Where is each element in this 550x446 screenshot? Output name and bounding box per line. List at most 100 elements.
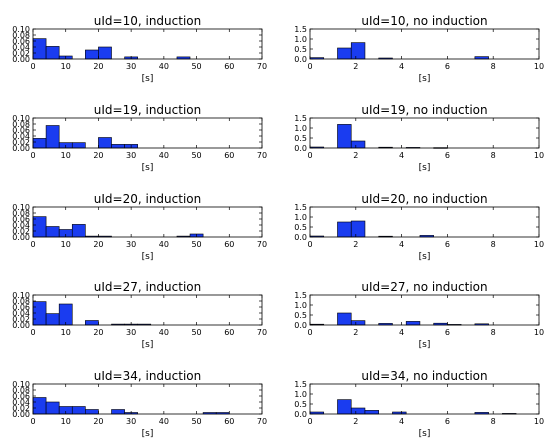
x-tick-label: 2 — [353, 62, 358, 71]
x-tick-label: 10 — [61, 240, 71, 249]
x-tick-label: 30 — [126, 240, 136, 249]
x-tick-label: 60 — [224, 62, 234, 71]
histogram-bar — [45, 313, 60, 326]
x-tick-label: 2 — [353, 151, 358, 160]
y-tick-label: 0.02 — [12, 227, 30, 236]
histogram-bar — [85, 49, 99, 60]
panel-title: uId=34, no induction — [361, 369, 487, 383]
x-axis-label: [s] — [419, 340, 431, 350]
y-tick-label: 1.5 — [294, 114, 307, 123]
y-tick-label: 0.5 — [294, 223, 307, 232]
x-axis-label: [s] — [419, 252, 431, 262]
y-tick-label: 0.5 — [294, 400, 307, 409]
panel-title: uId=10, no induction — [361, 14, 487, 28]
y-tick-label: 0.0 — [294, 55, 307, 64]
x-tick-label: 10 — [534, 240, 544, 249]
y-tick-label: 0.10 — [12, 203, 30, 212]
x-tick-label: 40 — [159, 328, 169, 337]
x-tick-label: 50 — [191, 417, 201, 426]
y-tick-label: 0.08 — [12, 297, 30, 306]
x-tick-label: 0 — [307, 151, 312, 160]
histogram-bar — [337, 47, 352, 60]
y-tick-label: 0.06 — [12, 126, 30, 135]
chart-panel: uId=20, induction 0 10 20 30 40 50 60 70 0.000.02… — [12, 192, 267, 262]
x-tick-label: 40 — [159, 62, 169, 71]
histogram-bar — [32, 216, 47, 238]
x-tick-label: 70 — [257, 240, 267, 249]
x-tick-label: 6 — [445, 151, 450, 160]
y-tick-label: 0.04 — [12, 43, 30, 52]
x-tick-label: 20 — [93, 62, 103, 71]
histogram-bar — [32, 38, 47, 60]
x-tick-label: 2 — [353, 417, 358, 426]
y-tick-label: 0.10 — [12, 25, 30, 34]
chart-panel: uId=10, induction 0 10 20 30 40 50 60 70 0.000.02… — [12, 14, 267, 84]
y-tick-label: 0.00 — [12, 321, 30, 330]
histogram-bar — [337, 399, 352, 415]
histogram-bar — [45, 226, 60, 238]
histogram-bar — [350, 407, 366, 415]
x-tick-label: 50 — [191, 62, 201, 71]
chart-panel: uId=10, no induction 0 2 4 6 8 10 0.00.51.01.5 [… — [294, 14, 544, 84]
panel-title: uId=20, no induction — [361, 192, 487, 206]
x-tick-label: 70 — [257, 328, 267, 337]
x-axis-label: [s] — [142, 252, 154, 262]
x-axis-label: [s] — [419, 429, 431, 439]
y-tick-label: 0.06 — [12, 303, 30, 312]
y-tick-label: 1.0 — [294, 35, 307, 44]
x-tick-label: 4 — [399, 417, 404, 426]
x-tick-label: 30 — [126, 62, 136, 71]
histogram-bar — [350, 320, 366, 326]
x-tick-label: 70 — [257, 417, 267, 426]
x-tick-label: 60 — [224, 417, 234, 426]
x-tick-label: 20 — [93, 151, 103, 160]
histogram-bar — [337, 124, 352, 149]
x-tick-label: 60 — [224, 328, 234, 337]
x-tick-label: 6 — [445, 62, 450, 71]
histogram-bar — [98, 46, 112, 60]
plot-frame — [309, 383, 540, 415]
y-tick-label: 0.02 — [12, 315, 30, 324]
y-tick-label: 0.00 — [12, 410, 30, 419]
x-tick-label: 70 — [257, 62, 267, 71]
x-tick-label: 10 — [61, 151, 71, 160]
x-tick-label: 4 — [399, 151, 404, 160]
x-axis-label: [s] — [142, 340, 154, 350]
y-tick-label: 0.0 — [294, 321, 307, 330]
histogram-bar — [350, 42, 366, 60]
y-tick-label: 0.08 — [12, 31, 30, 40]
x-tick-label: 8 — [491, 240, 496, 249]
x-tick-label: 0 — [30, 62, 35, 71]
histogram-bar — [364, 410, 379, 415]
x-axis-label: [s] — [419, 74, 431, 84]
chart-panel: uId=34, no induction 0 2 4 6 8 10 0.00.51.01.5 [… — [294, 369, 544, 439]
histogram-bar — [350, 220, 366, 238]
plot-frame — [32, 28, 263, 60]
x-tick-label: 10 — [534, 328, 544, 337]
x-tick-label: 8 — [491, 417, 496, 426]
x-tick-label: 10 — [61, 417, 71, 426]
chart-panel: uId=19, no induction 0 2 4 6 8 10 0.00.51.01.5 [… — [294, 103, 544, 173]
y-tick-label: 0.10 — [12, 380, 30, 389]
histogram-bar — [85, 320, 99, 326]
histogram-bar — [350, 140, 366, 149]
x-tick-label: 4 — [399, 62, 404, 71]
histogram-bar — [111, 144, 125, 149]
y-tick-label: 1.5 — [294, 203, 307, 212]
x-tick-label: 0 — [307, 328, 312, 337]
x-tick-label: 8 — [491, 151, 496, 160]
x-axis-label: [s] — [142, 163, 154, 173]
y-tick-label: 1.0 — [294, 124, 307, 133]
x-tick-label: 50 — [191, 328, 201, 337]
x-tick-label: 10 — [534, 151, 544, 160]
x-tick-label: 30 — [126, 417, 136, 426]
plot-frame — [309, 206, 540, 238]
x-tick-label: 30 — [126, 151, 136, 160]
y-tick-label: 0.0 — [294, 144, 307, 153]
histogram-bar — [111, 409, 125, 415]
x-tick-label: 40 — [159, 417, 169, 426]
y-tick-label: 1.0 — [294, 390, 307, 399]
y-tick-label: 0.10 — [12, 114, 30, 123]
y-tick-label: 0.00 — [12, 144, 30, 153]
histogram-bar — [405, 321, 421, 326]
